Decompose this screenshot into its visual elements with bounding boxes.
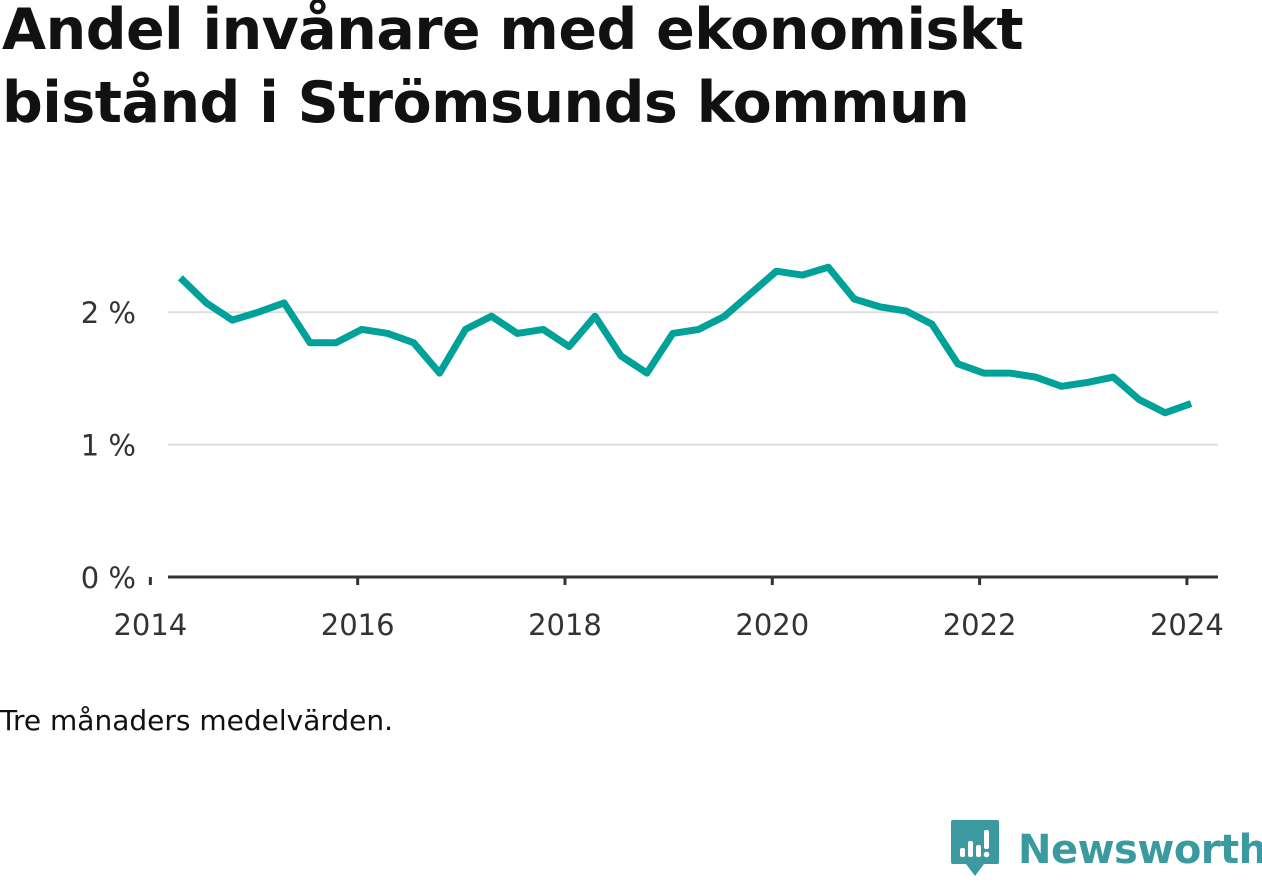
- x-tick-label: 2024: [1150, 608, 1224, 642]
- data-point: [177, 274, 184, 281]
- x-tick-label: 2016: [321, 608, 395, 642]
- data-point: [281, 299, 288, 306]
- y-tick-label: 1 %: [81, 429, 136, 463]
- data-point: [1032, 374, 1039, 381]
- data-point: [229, 317, 236, 324]
- series-group: [177, 263, 1195, 417]
- line-chart: 0 % 1 % 2 % 2014 2016 2018 2020 2022 2024: [81, 263, 1224, 642]
- x-tick-label: 2014: [113, 608, 187, 642]
- data-point: [540, 326, 547, 333]
- data-point: [332, 339, 339, 346]
- data-point: [488, 313, 495, 320]
- data-point: [669, 330, 676, 337]
- x-axis: 2014 2016 2018 2020 2022 2024: [113, 575, 1224, 642]
- data-point: [980, 370, 987, 377]
- x-tick-label: 2018: [528, 608, 602, 642]
- brand-name: Newsworthy: [1018, 827, 1262, 873]
- data-point: [436, 370, 443, 377]
- data-point: [203, 299, 210, 306]
- data-point: [1110, 374, 1117, 381]
- data-point: [851, 295, 858, 302]
- data-point: [721, 313, 728, 320]
- y-axis-tick-labels: 0 % 1 % 2 %: [81, 296, 136, 595]
- x-tick-label: 2020: [735, 608, 809, 642]
- data-point: [514, 330, 521, 337]
- data-point: [1084, 379, 1091, 386]
- data-point: [877, 303, 884, 310]
- y-tick-label: 2 %: [81, 296, 136, 330]
- gridlines: [168, 311, 1218, 446]
- data-point: [358, 326, 365, 333]
- chart-caption: Tre månaders medelvärden.: [0, 704, 394, 737]
- data-point: [1136, 396, 1143, 403]
- data-point: [566, 343, 573, 350]
- data-point: [410, 339, 417, 346]
- newsworthy-logo-icon: [951, 820, 999, 876]
- data-point: [617, 352, 624, 359]
- data-point: [954, 360, 961, 367]
- newsworthy-brand: Newsworthy: [950, 818, 1262, 882]
- data-point: [1162, 409, 1169, 416]
- data-point: [306, 339, 313, 346]
- data-point: [773, 268, 780, 275]
- data-point: [825, 264, 832, 271]
- data-point: [928, 321, 935, 328]
- data-point: [799, 272, 806, 279]
- data-point: [1058, 383, 1065, 390]
- y-tick-label: 0 %: [81, 561, 136, 595]
- data-point: [643, 370, 650, 377]
- data-point: [695, 326, 702, 333]
- data-point: [592, 313, 599, 320]
- series-line: [177, 263, 1193, 417]
- data-point: [462, 326, 469, 333]
- data-point: [255, 309, 262, 316]
- chart-title: Andel invånare med ekonomiskt bistånd i …: [2, 0, 1024, 136]
- data-point: [1188, 400, 1195, 407]
- data-point: [903, 307, 910, 314]
- data-point: [384, 330, 391, 337]
- data-point: [747, 290, 754, 297]
- data-point: [1006, 370, 1013, 377]
- x-tick-label: 2022: [943, 608, 1017, 642]
